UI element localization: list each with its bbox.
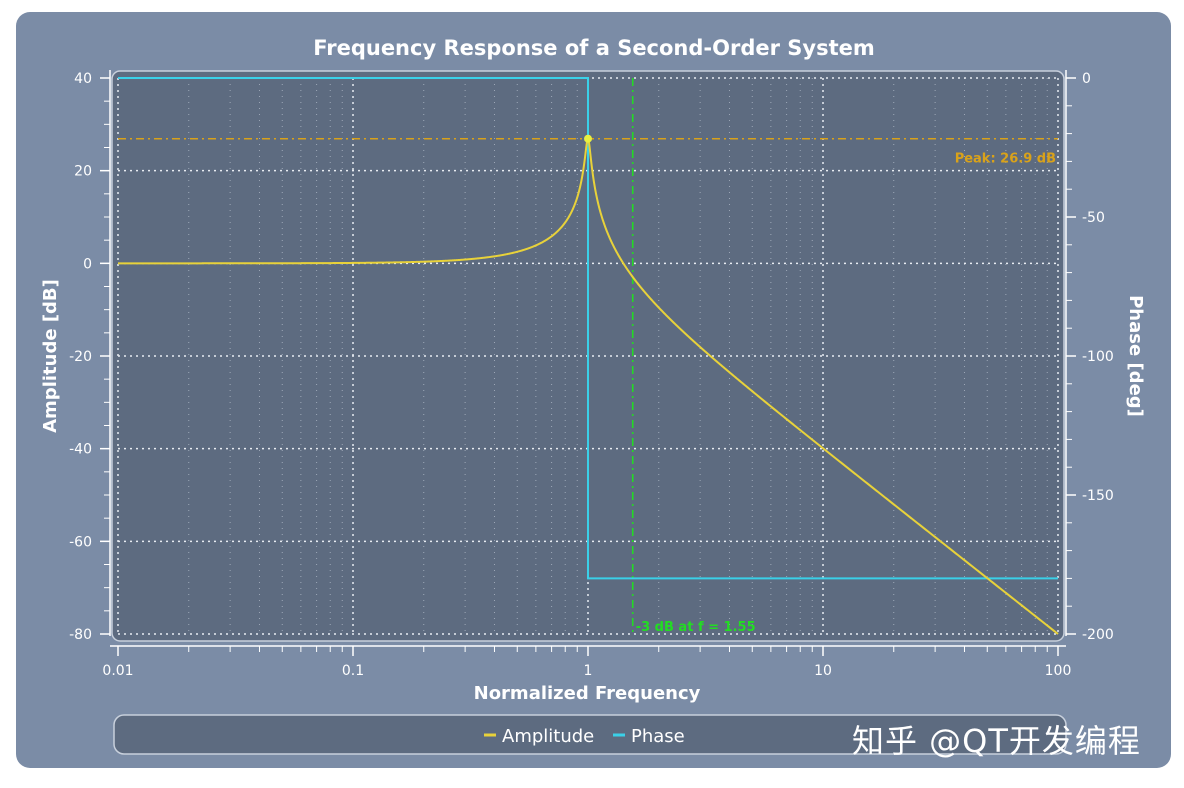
watermark: 知乎 @QT开发编程: [852, 722, 1141, 760]
peak-label: Peak: 26.9 dB: [955, 152, 1056, 167]
legend-label-phase: Phase: [631, 726, 685, 747]
minus3db-label: -3 dB at f = 1.55: [636, 620, 756, 635]
x-tick-label: 1: [584, 663, 593, 679]
x-axis-label: Normalized Frequency: [474, 683, 701, 704]
peak-marker: [584, 134, 592, 143]
x-tick-label: 0.1: [342, 663, 364, 679]
x-tick-label: 100: [1045, 663, 1072, 679]
y-tick-label: 20: [74, 164, 92, 180]
x-tick-label: 0.01: [102, 663, 133, 679]
y-tick-label: -20: [69, 349, 92, 365]
y2-tick-label: -150: [1082, 488, 1114, 504]
phase-series: [118, 77, 1058, 580]
x-tick-label: 10: [814, 663, 832, 679]
y-tick-label: 0: [83, 256, 92, 272]
legend-box: [113, 714, 1067, 755]
y-tick-label: -80: [69, 627, 92, 643]
y2-tick-label: -200: [1082, 627, 1114, 643]
y2-tick-label: -50: [1082, 210, 1105, 226]
legend-label-amplitude: Amplitude: [502, 726, 594, 747]
y-tick-label: -40: [69, 442, 92, 458]
y-axis-label: Amplitude [dB]: [40, 279, 61, 433]
y2-axis-label: Phase [deg]: [1125, 295, 1146, 417]
y-tick-label: -60: [69, 534, 92, 550]
chart-title: Frequency Response of a Second-Order Sys…: [313, 36, 875, 60]
y-tick-label: 40: [74, 71, 92, 87]
y2-tick-label: 0: [1082, 71, 1091, 87]
y2-tick-label: -100: [1082, 349, 1114, 365]
